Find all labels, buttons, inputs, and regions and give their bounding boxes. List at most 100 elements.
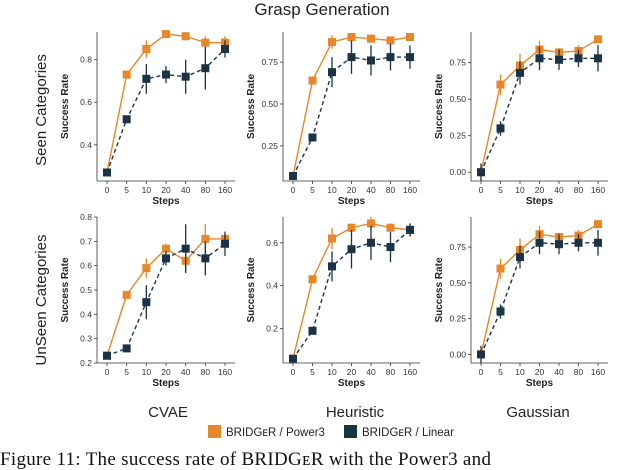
x-tick-label: 40: [181, 367, 191, 377]
y-tick-label: 0.4: [80, 140, 92, 150]
data-point-power3: [406, 33, 414, 42]
y-tick-label: 0.75: [449, 242, 466, 252]
x-tick-label: 20: [347, 185, 357, 195]
y-tick-label: 0.7: [80, 236, 92, 246]
x-tick-label: 40: [181, 185, 191, 195]
x-tick-label: 80: [386, 367, 396, 377]
data-point-power3: [386, 223, 395, 232]
figure-title: Grasp Generation: [254, 0, 389, 19]
data-point-linear: [308, 133, 317, 142]
y-axis-label: Success Rate: [60, 257, 71, 322]
data-point-power3: [201, 38, 210, 47]
y-tick-label: 0.50: [261, 99, 278, 109]
data-point-linear: [162, 254, 170, 263]
y-axis-label: Success Rate: [246, 257, 257, 322]
y-axis-label: Success Rate: [246, 74, 257, 139]
data-point-power3: [122, 70, 131, 79]
data-point-linear: [328, 262, 336, 271]
y-tick-label: 0.50: [449, 278, 466, 288]
data-point-linear: [516, 68, 524, 77]
y-tick-label: 0.2: [266, 324, 278, 334]
data-point-linear: [122, 115, 131, 124]
y-axis-label: Success Rate: [60, 74, 71, 139]
x-tick-label: 160: [403, 367, 417, 377]
x-axis-label: Steps: [338, 378, 366, 389]
x-tick-label: 80: [386, 185, 396, 195]
x-tick-label: 0: [105, 367, 110, 377]
y-tick-label: 0.4: [80, 309, 92, 319]
column-label-cvae: CVAE: [148, 404, 188, 421]
y-tick-label: 0.25: [261, 141, 278, 151]
y-tick-label: 0.4: [266, 281, 278, 291]
data-point-linear: [122, 344, 131, 353]
panel-seen-cvae: 0.4 0.6 0.8 0 5 10 20 40 80 160 Steps Success Rate: [60, 30, 235, 207]
x-axis-label: Steps: [526, 196, 554, 207]
data-point-linear: [406, 225, 414, 234]
column-label-heuristic: Heuristic: [326, 404, 385, 421]
data-point-linear: [555, 55, 563, 64]
data-point-power3: [328, 234, 336, 243]
x-tick-label: 10: [327, 185, 337, 195]
x-tick-label: 20: [161, 367, 171, 377]
x-tick-label: 5: [498, 185, 503, 195]
legend-label-power3: BRIDGᴇR / Power3: [226, 427, 325, 439]
data-point-linear: [308, 326, 317, 335]
series-linear: [477, 229, 602, 363]
x-tick-label: 10: [142, 367, 152, 377]
x-tick-label: 160: [591, 185, 605, 195]
data-point-power3: [162, 244, 170, 253]
data-point-linear: [289, 354, 297, 363]
panel-unseen-cvae: 0.2 0.3 0.4 0.5 0.6 0.7 0.8 0 5 10 20 40 80 160 Steps S…: [60, 212, 235, 389]
data-point-power3: [496, 264, 505, 273]
data-point-power3: [347, 33, 356, 42]
x-tick-label: 160: [218, 367, 232, 377]
data-point-power3: [496, 80, 505, 89]
panel-seen-heuristic: 0.25 0.50 0.75 0 5 10 20 40 80 160 Steps Success Ra…: [246, 32, 420, 207]
figure-caption: Figure 11: The success rate of BRIDGᴇR w…: [0, 449, 492, 470]
legend: BRIDGᴇR / Power3 BRIDGᴇR / Linear: [208, 425, 454, 439]
x-tick-label: 80: [201, 185, 211, 195]
y-tick-label: 0.25: [449, 131, 466, 141]
data-point-linear: [574, 54, 583, 63]
x-tick-label: 20: [161, 185, 171, 195]
y-tick-label: 0.75: [449, 58, 466, 68]
x-tick-label: 80: [574, 367, 584, 377]
data-point-linear: [594, 238, 602, 247]
x-tick-label: 20: [535, 367, 545, 377]
x-axis-label: Steps: [152, 378, 180, 389]
series-linear: [103, 224, 229, 360]
panel-seen-gaussian: 0.00 0.25 0.50 0.75 0 5 10 20 40 80 160 Steps Succes…: [434, 32, 608, 207]
data-point-linear: [386, 243, 395, 252]
x-tick-label: 160: [591, 367, 605, 377]
data-point-linear: [535, 54, 544, 63]
data-point-power3: [347, 223, 356, 232]
x-tick-label: 20: [535, 185, 545, 195]
data-point-power3: [162, 30, 170, 39]
x-tick-label: 10: [327, 367, 337, 377]
data-point-linear: [103, 168, 111, 177]
legend-swatch-power3: [208, 425, 221, 438]
data-point-power3: [367, 219, 375, 228]
y-tick-label: 0.75: [261, 57, 278, 67]
data-point-linear: [142, 298, 151, 307]
data-point-linear: [367, 238, 375, 247]
x-tick-label: 40: [366, 367, 376, 377]
y-tick-label: 0.5: [80, 285, 92, 295]
y-tick-label: 0.8: [80, 55, 92, 65]
data-point-linear: [201, 254, 210, 263]
y-tick-label: 0.50: [449, 94, 466, 104]
x-tick-label: 80: [201, 367, 211, 377]
data-point-linear: [574, 238, 583, 247]
x-tick-label: 10: [515, 185, 525, 195]
data-point-linear: [406, 53, 414, 62]
data-point-power3: [594, 35, 602, 44]
x-tick-label: 10: [515, 367, 525, 377]
x-tick-label: 20: [347, 367, 357, 377]
data-point-power3: [594, 220, 602, 229]
data-point-linear: [103, 351, 111, 360]
data-point-linear: [142, 74, 151, 83]
data-point-power3: [181, 32, 190, 41]
x-tick-label: 5: [310, 367, 315, 377]
x-axis-label: Steps: [526, 378, 554, 389]
